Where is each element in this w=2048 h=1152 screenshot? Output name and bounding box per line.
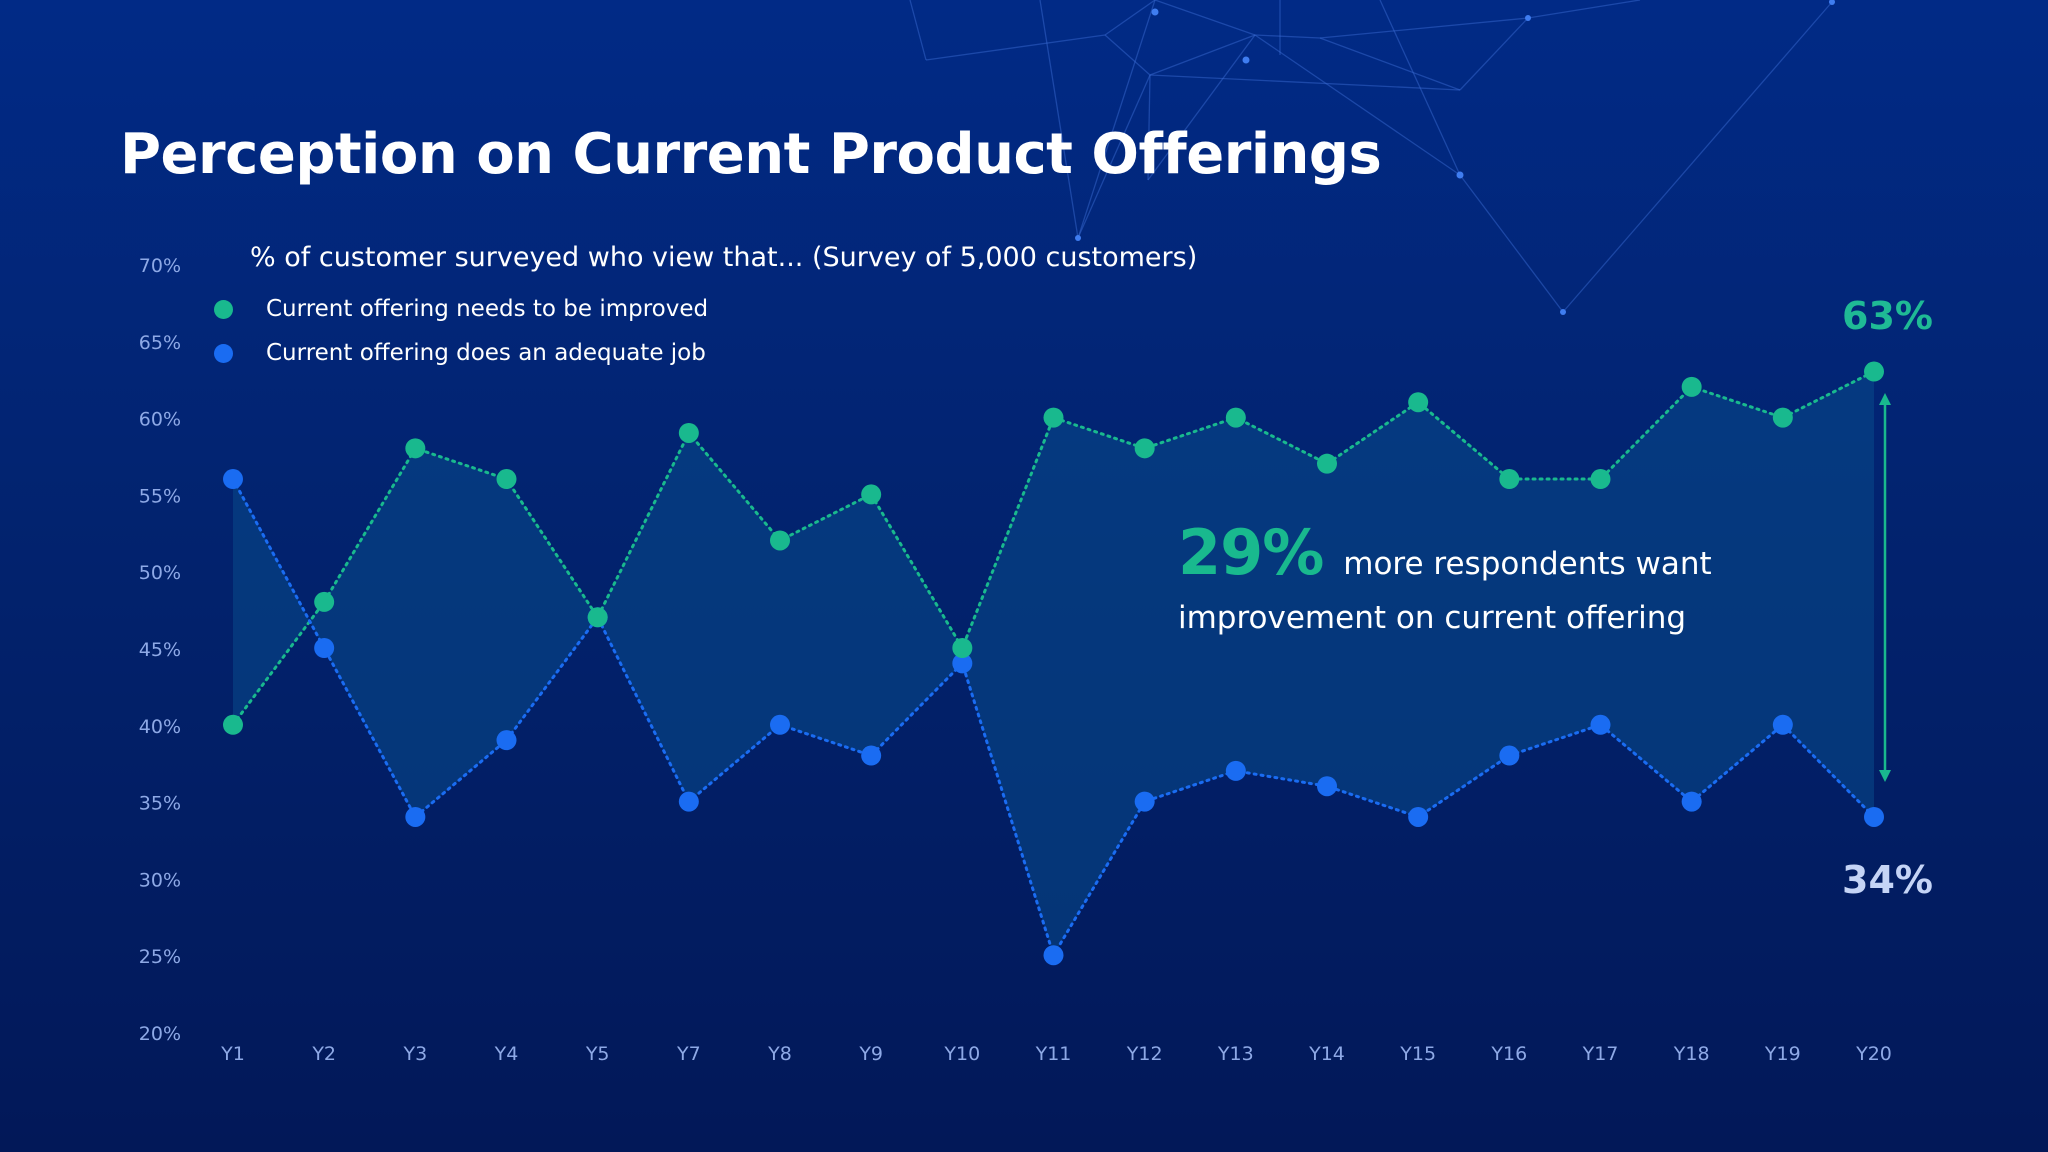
y-tick-label: 70% [139,255,181,277]
gap-text-line2: improvement on current offering [1178,600,1687,636]
slide-title: Perception on Current Product Offerings [120,122,1382,187]
point-improve [1043,407,1064,428]
x-tick-label: Y9 [858,1043,883,1065]
point-improve [678,422,699,443]
point-adequate [678,791,699,812]
point-improve [405,438,426,459]
point-improve [1499,469,1520,490]
gap-arrow-head-up [1879,393,1891,405]
gap-text-line1: more respondents want [1343,546,1712,582]
point-adequate [952,653,973,674]
x-tick-label: Y11 [1035,1043,1072,1065]
x-tick-label: Y16 [1490,1043,1527,1065]
x-tick-label: Y12 [1126,1043,1163,1065]
point-improve [1408,392,1429,413]
point-improve [1134,438,1155,459]
point-adequate [861,745,882,766]
point-improve [1225,407,1246,428]
point-adequate [1590,714,1611,735]
point-adequate [314,638,335,658]
point-adequate [1772,714,1793,735]
x-tick-label: Y20 [1855,1043,1892,1065]
y-tick-label: 60% [139,409,181,431]
legend-dot-adequate [214,343,233,363]
point-adequate [1225,760,1246,781]
point-adequate [1043,945,1064,966]
y-tick-label: 55% [139,485,181,507]
x-tick-label: Y2 [311,1043,336,1065]
point-improve [496,469,517,490]
x-tick-label: Y13 [1217,1043,1254,1065]
legend-dot-improve [214,299,233,319]
point-improve [1590,469,1611,490]
point-improve [314,591,335,612]
gap-callout: 29% more respondents want improvement on… [1178,522,1712,645]
gap-area-fill [233,371,1874,956]
x-tick-label: Y3 [402,1043,427,1065]
point-adequate [1408,806,1429,827]
y-axis: 20% 25% 30% 35% 40% 45% 50% 55% 60% 65% 70% [139,255,181,1045]
x-tick-label: Y10 [943,1043,980,1065]
x-tick-label: Y7 [676,1043,701,1065]
x-tick-label: Y8 [767,1043,792,1065]
point-improve [861,484,882,505]
y-tick-label: 35% [139,793,181,815]
gap-arrow-head-down [1879,770,1891,782]
y-tick-label: 50% [139,562,181,584]
point-adequate [223,469,243,490]
point-adequate [1864,806,1884,827]
point-adequate [405,806,426,827]
y-tick-label: 25% [139,946,181,968]
point-improve [1317,453,1337,474]
point-improve [952,638,973,658]
point-improve [587,607,608,628]
y-tick-label: 40% [139,716,181,738]
x-tick-label: Y19 [1764,1043,1801,1065]
gap-area [233,371,1874,956]
gap-value: 29% [1178,516,1324,589]
x-tick-label: Y1 [220,1043,245,1065]
x-tick-label: Y14 [1308,1043,1345,1065]
point-improve [770,530,790,551]
point-adequate [1134,791,1155,812]
point-improve [1772,407,1793,428]
y-tick-label: 65% [139,332,181,354]
x-tick-label: Y5 [585,1043,610,1065]
x-tick-label: Y18 [1673,1043,1710,1065]
y-tick-label: 30% [139,869,181,891]
x-axis: Y1 Y2 Y3 Y4 Y5 Y7 Y8 Y9 Y10 Y11 Y12 Y13 Y14 Y15 Y16 Y17… [220,1043,1892,1065]
legend-label-adequate: Current offering does an adequate job [266,340,706,366]
chart-subtitle: % of customer surveyed who view that... … [250,242,1198,273]
point-adequate [1317,776,1337,797]
point-adequate [496,730,517,751]
point-improve [223,714,243,735]
legend-item-improve: Current offering needs to be improved [214,296,708,322]
series-points [223,361,1884,966]
end-label-low: 34% [1842,858,1933,902]
point-adequate [1499,745,1520,766]
y-tick-label: 45% [139,639,181,661]
point-improve [1681,376,1702,397]
end-label-high: 63% [1842,294,1933,338]
x-tick-label: Y15 [1399,1043,1436,1065]
point-improve [1864,361,1884,382]
point-adequate [770,714,790,735]
x-tick-label: Y17 [1582,1043,1619,1065]
point-adequate [1681,791,1702,812]
legend-label-improve: Current offering needs to be improved [266,296,709,322]
y-tick-label: 20% [139,1023,181,1045]
x-tick-label: Y4 [494,1043,519,1065]
gap-arrow [1879,393,1891,782]
legend-item-adequate: Current offering does an adequate job [214,340,706,366]
